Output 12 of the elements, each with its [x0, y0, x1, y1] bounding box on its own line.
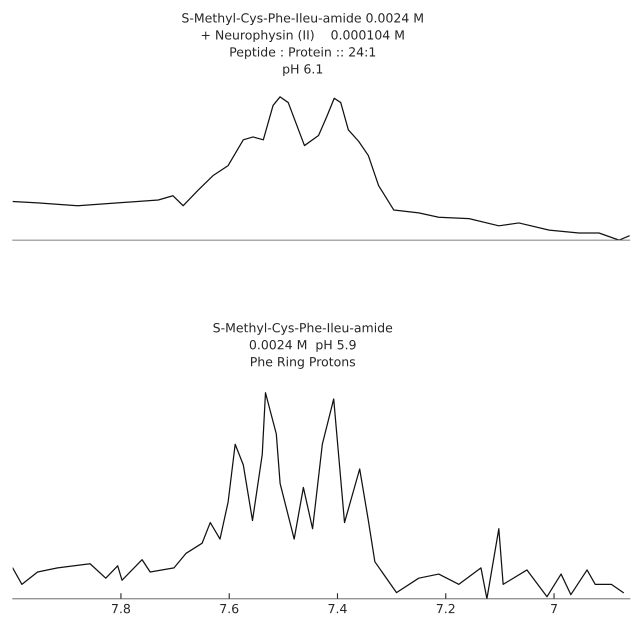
x-tick-label: 7.2	[436, 604, 454, 614]
text: Phe Ring Protons	[251, 356, 356, 369]
x-tick-label: 7.4	[328, 604, 347, 614]
chart-subtitle: + Neurophysin (II) 0.000104 M	[202, 30, 404, 42]
text: Peptide : Protein :: 24:1	[230, 46, 376, 60]
chart-title: S-Methyl-Cys-Phe-Ileu-amide	[213, 322, 392, 335]
x-tick-label: 7.8	[112, 604, 130, 614]
x-tick-label: 7	[551, 604, 557, 614]
x-tick-label: 7.6	[220, 604, 238, 614]
text: pH 6.1	[283, 64, 322, 76]
chart-subtitle: 0.0024 M pH 5.9	[250, 340, 356, 352]
chart-title: S-Methyl-Cys-Phe-Ileu-amide 0.0024 M	[182, 12, 423, 26]
